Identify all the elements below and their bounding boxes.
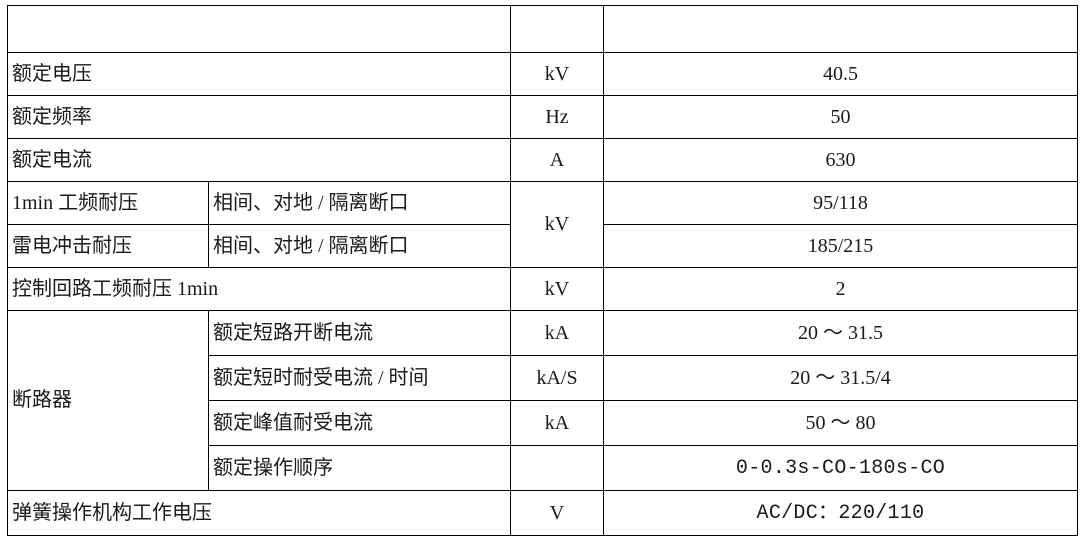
row-param: 50 bbox=[603, 95, 1078, 139]
row-subname: 相间、对地 / 隔离断口 bbox=[208, 224, 511, 268]
table-row: 额定短时耐受电流 / 时间 kA/S 20 ～ 31.5/4 bbox=[8, 355, 1078, 401]
table-row: 额定电压 kV 40.5 bbox=[7, 52, 1078, 96]
row-unit: A bbox=[510, 138, 604, 182]
row-name: 弹簧操作机构工作电压 bbox=[7, 490, 511, 536]
row-name: 额定电压 bbox=[7, 52, 511, 96]
header-cell-param: 参数 bbox=[603, 5, 1078, 53]
header-cell-unit: 单位 bbox=[510, 5, 604, 53]
row-name: 额定电流 bbox=[7, 138, 511, 182]
row-unit: kV bbox=[510, 52, 604, 96]
row-param: 185/215 bbox=[603, 224, 1078, 268]
table-row: 额定频率 Hz 50 bbox=[7, 95, 1078, 139]
specification-table: 名 称 单位 参数 额定电压 kV 40.5 额定频率 Hz 50 额定电流 A… bbox=[7, 5, 1078, 536]
row-subname: 额定短时耐受电流 / 时间 bbox=[208, 355, 511, 401]
row-unit: kA bbox=[510, 310, 604, 356]
row-param: 2 bbox=[603, 267, 1078, 311]
row-param: 40.5 bbox=[603, 52, 1078, 96]
row-param: 20 ～ 31.5 bbox=[603, 310, 1078, 356]
row-unit: kV bbox=[510, 267, 604, 311]
row-unit: kA/S bbox=[510, 355, 604, 401]
row-unit: kV bbox=[510, 181, 604, 268]
row-param: 0-0.3s-CO-180s-CO bbox=[603, 445, 1078, 491]
row-param: AC/DC：220/110 bbox=[603, 490, 1078, 536]
row-unit bbox=[510, 445, 604, 491]
row-name: 控制回路工频耐压 1min bbox=[7, 267, 511, 311]
table-row: 弹簧操作机构工作电压 V AC/DC：220/110 bbox=[7, 490, 1078, 536]
row-group-label: 断路器 bbox=[7, 310, 209, 491]
row-subname: 额定峰值耐受电流 bbox=[208, 400, 511, 446]
row-subname: 相间、对地 / 隔离断口 bbox=[208, 181, 511, 225]
table-row: 控制回路工频耐压 1min kV 2 bbox=[7, 267, 1078, 311]
row-name: 雷电冲击耐压 bbox=[7, 224, 209, 268]
table-header-row: 名 称 单位 参数 bbox=[7, 5, 1078, 53]
row-unit: kA bbox=[510, 400, 604, 446]
table-row: 断路器 额定短路开断电流 kA 20 ～ 31.5 bbox=[7, 310, 1078, 491]
row-name: 1min 工频耐压 bbox=[7, 181, 209, 225]
table-row: 额定操作顺序 0-0.3s-CO-180s-CO bbox=[8, 445, 1078, 491]
row-unit: Hz bbox=[510, 95, 604, 139]
row-param: 630 bbox=[603, 138, 1078, 182]
table-row: 雷电冲击耐压 相间、对地 / 隔离断口 185/215 bbox=[7, 224, 1078, 268]
row-subname: 额定操作顺序 bbox=[208, 445, 511, 491]
row-param: 20 ～ 31.5/4 bbox=[603, 355, 1078, 401]
table-row: 额定电流 A 630 bbox=[7, 138, 1078, 182]
table-row: 1min 工频耐压 相间、对地 / 隔离断口 kV 95/118 bbox=[7, 181, 1078, 268]
row-subname: 额定短路开断电流 bbox=[208, 310, 511, 356]
row-name: 额定频率 bbox=[7, 95, 511, 139]
header-cell-name: 名 称 bbox=[7, 5, 511, 53]
row-unit: V bbox=[510, 490, 604, 536]
table-row: 额定峰值耐受电流 kA 50 ～ 80 bbox=[8, 400, 1078, 446]
row-param: 50 ～ 80 bbox=[603, 400, 1078, 446]
row-param: 95/118 bbox=[603, 181, 1078, 225]
